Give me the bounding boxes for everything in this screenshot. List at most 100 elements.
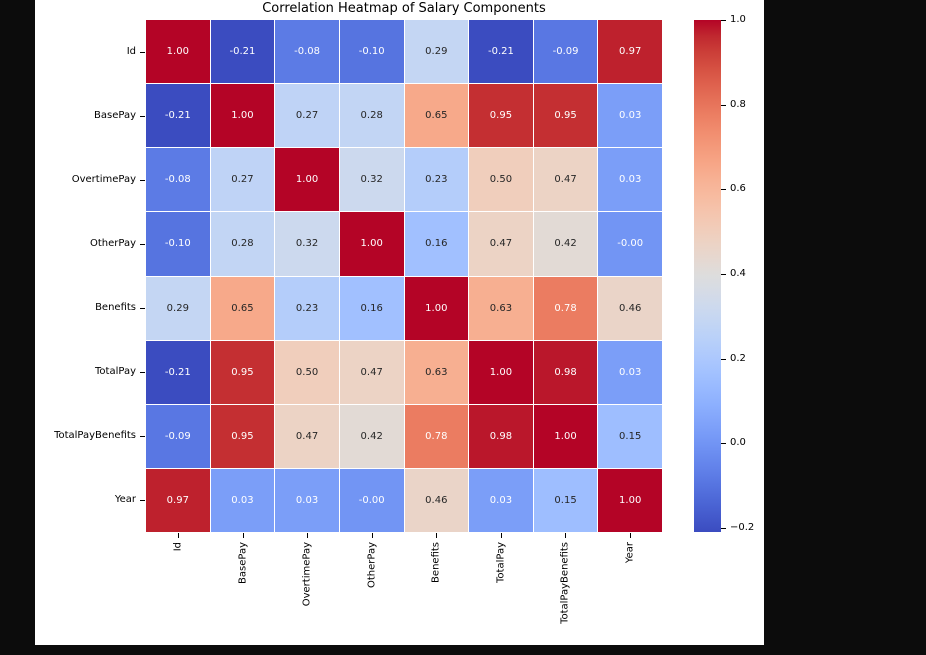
cell-value: -0.08 bbox=[164, 174, 191, 186]
cell-value: 1.00 bbox=[295, 174, 319, 186]
cell-value: 1.00 bbox=[166, 46, 189, 58]
heatmap-cell: 0.63 bbox=[404, 340, 469, 404]
heatmap-cell: 0.15 bbox=[598, 404, 662, 468]
heatmap-cell: -0.09 bbox=[146, 404, 210, 468]
cell-value: 0.03 bbox=[619, 110, 642, 122]
y-tick-mark bbox=[140, 308, 145, 309]
cell-value: 0.42 bbox=[554, 238, 577, 250]
colorbar-tick-mark bbox=[721, 528, 726, 529]
cell-value: -0.00 bbox=[617, 238, 644, 250]
heatmap-cell: 1.00 bbox=[339, 212, 404, 276]
cell-value: 0.63 bbox=[489, 302, 513, 314]
colorbar-tick-mark bbox=[721, 274, 726, 275]
cell-value: 1.00 bbox=[360, 238, 383, 250]
colorbar-tick-label: 0.6 bbox=[730, 183, 746, 194]
chart-title: Correlation Heatmap of Salary Components bbox=[262, 1, 546, 16]
x-tick-label: Id bbox=[172, 542, 184, 552]
heatmap-cell: 0.29 bbox=[146, 276, 210, 340]
heatmap-cell: 0.63 bbox=[469, 276, 533, 340]
y-tick-mark bbox=[140, 500, 145, 501]
x-tick-mark bbox=[243, 533, 244, 538]
cell-value: 0.28 bbox=[360, 110, 383, 122]
cell-value: 0.03 bbox=[295, 494, 319, 506]
heatmap-cell: 0.03 bbox=[598, 340, 662, 404]
heatmap-cell: 0.15 bbox=[533, 468, 598, 532]
cell-value: 0.95 bbox=[231, 366, 254, 378]
figure-canvas: Correlation Heatmap of Salary Components… bbox=[35, 0, 764, 645]
cell-value: 0.98 bbox=[554, 366, 577, 378]
heatmap-cell: -0.00 bbox=[598, 212, 662, 276]
cell-value: 0.16 bbox=[360, 302, 383, 314]
y-tick-label: Benefits bbox=[95, 302, 136, 313]
cell-value: 0.50 bbox=[295, 366, 319, 378]
x-tick-mark bbox=[630, 533, 631, 538]
cell-value: 0.15 bbox=[554, 494, 577, 506]
cell-value: 0.46 bbox=[619, 302, 642, 314]
cell-value: 1.00 bbox=[554, 430, 577, 442]
heatmap-cell: 0.97 bbox=[598, 20, 662, 84]
heatmap-cell: -0.08 bbox=[275, 20, 339, 84]
cell-value: 0.97 bbox=[166, 494, 189, 506]
colorbar-tick-label: −0.2 bbox=[730, 522, 755, 533]
heatmap-cell: -0.00 bbox=[339, 468, 404, 532]
cell-value: 0.65 bbox=[425, 110, 448, 122]
cell-value: -0.21 bbox=[488, 46, 514, 58]
cell-value: 0.29 bbox=[166, 302, 189, 314]
cell-value: 0.15 bbox=[619, 430, 642, 442]
y-tick-label: TotalPayBenefits bbox=[54, 430, 136, 441]
heatmap-cell: 1.00 bbox=[146, 20, 210, 84]
cell-value: 0.47 bbox=[360, 366, 383, 378]
heatmap-cell: 0.03 bbox=[598, 148, 662, 212]
y-tick-label: BasePay bbox=[94, 110, 136, 121]
cell-value: 0.32 bbox=[295, 238, 319, 250]
heatmap-cell: 0.98 bbox=[469, 404, 533, 468]
heatmap-cell: 1.00 bbox=[404, 276, 469, 340]
colorbar-tick-mark bbox=[721, 189, 726, 190]
x-tick-mark bbox=[307, 533, 308, 538]
cell-value: 1.00 bbox=[231, 110, 254, 122]
colorbar-tick-label: 0.8 bbox=[730, 99, 746, 110]
heatmap-cell: -0.08 bbox=[146, 148, 210, 212]
heatmap-cell: 0.32 bbox=[339, 148, 404, 212]
y-tick-label: OtherPay bbox=[89, 238, 136, 249]
cell-value: -0.21 bbox=[229, 46, 256, 58]
heatmap-cell: 0.42 bbox=[339, 404, 404, 468]
heatmap-cell: 0.23 bbox=[275, 276, 339, 340]
y-tick-label: TotalPay bbox=[95, 366, 136, 377]
heatmap-cell: 0.03 bbox=[275, 468, 339, 532]
heatmap-cell: 1.00 bbox=[210, 84, 275, 148]
cell-value: 0.95 bbox=[489, 110, 513, 122]
cell-value: 1.00 bbox=[619, 494, 642, 506]
cell-value: 0.98 bbox=[489, 430, 513, 442]
cell-value: 1.00 bbox=[489, 366, 513, 378]
cell-value: 0.28 bbox=[231, 238, 254, 250]
heatmap-cell: 0.50 bbox=[469, 148, 533, 212]
cell-value: 0.47 bbox=[489, 238, 513, 250]
cell-value: 0.47 bbox=[554, 174, 577, 186]
heatmap-cell: 0.03 bbox=[210, 468, 275, 532]
cell-value: 0.50 bbox=[489, 174, 513, 186]
heatmap-grid: 1.00 -0.21 -0.08 -0.10 0.29 -0.21 -0.09 0.97 -0.… bbox=[146, 20, 662, 532]
heatmap-cell: 0.65 bbox=[404, 84, 469, 148]
cell-value: 0.23 bbox=[295, 302, 319, 314]
heatmap-cell: 1.00 bbox=[275, 148, 339, 212]
colorbar-tick-label: 0.0 bbox=[730, 437, 746, 448]
colorbar-tick-label: 0.4 bbox=[730, 268, 746, 279]
heatmap-cell: 0.47 bbox=[275, 404, 339, 468]
cell-value: -0.00 bbox=[358, 494, 385, 506]
x-tick-mark bbox=[565, 533, 566, 538]
cell-value: -0.10 bbox=[164, 238, 191, 250]
heatmap-cell: 1.00 bbox=[598, 468, 662, 532]
y-tick-mark bbox=[140, 180, 145, 181]
cell-value: 0.46 bbox=[425, 494, 448, 506]
cell-value: 0.95 bbox=[554, 110, 577, 122]
cell-value: -0.09 bbox=[552, 46, 579, 58]
heatmap-cell: 0.28 bbox=[210, 212, 275, 276]
heatmap-cell: 0.27 bbox=[275, 84, 339, 148]
x-tick-mark bbox=[501, 533, 502, 538]
heatmap-cell: 0.16 bbox=[339, 276, 404, 340]
heatmap-cell: 0.50 bbox=[275, 340, 339, 404]
x-tick-mark bbox=[436, 533, 437, 538]
heatmap-cell: 0.78 bbox=[533, 276, 598, 340]
x-tick-label: Year bbox=[624, 542, 636, 564]
